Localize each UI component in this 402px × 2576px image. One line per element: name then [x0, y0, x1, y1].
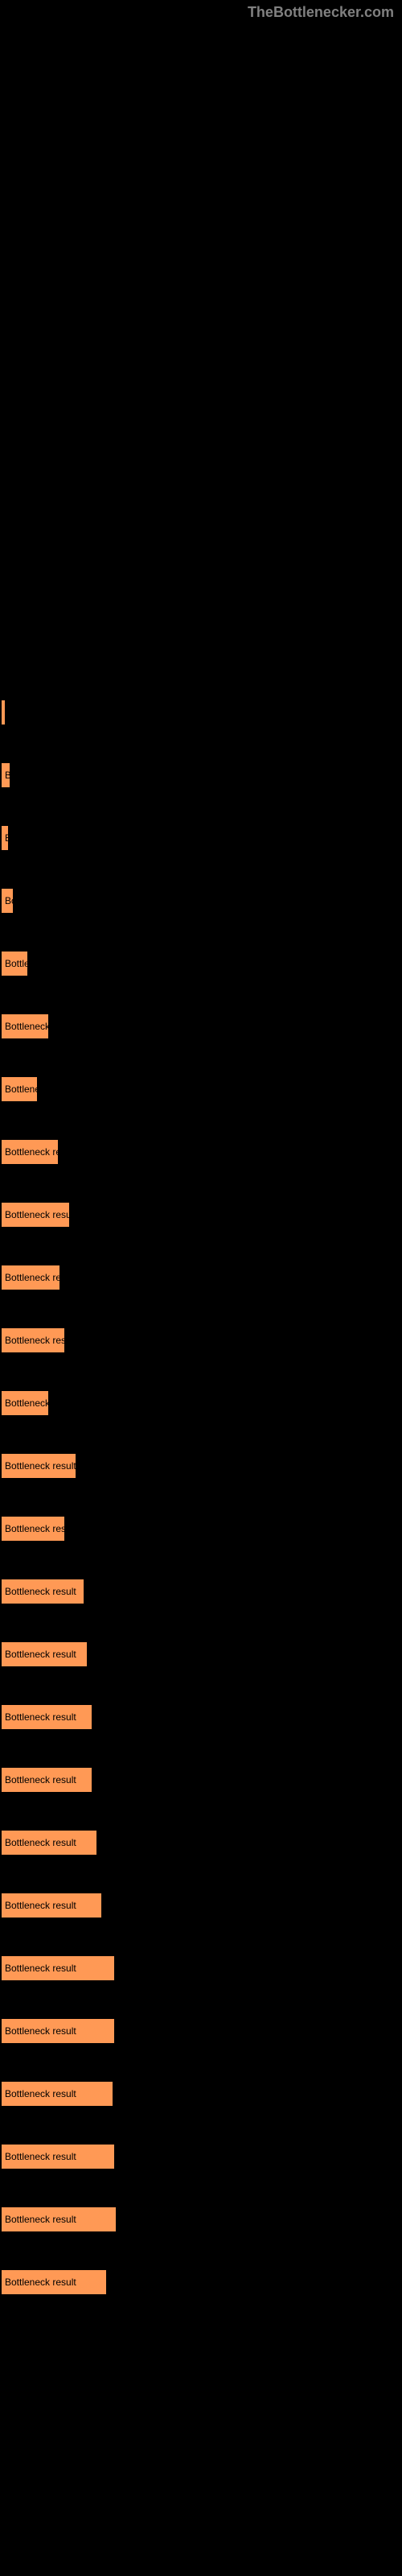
- bar-row: Bottlene: [2, 1077, 402, 1101]
- bar-row: Bottleneck result: [2, 1956, 402, 1980]
- bar: [2, 700, 5, 724]
- bar-row: Bottleneck re: [2, 1265, 402, 1290]
- bar: Bottleneck result: [2, 2145, 114, 2169]
- bar: Bottleneck result: [2, 2082, 113, 2106]
- bar-row: Bottleneck re: [2, 1140, 402, 1164]
- bar-chart: B B Bo Bottle Bottleneck Bottlene Bottleneck r…: [0, 700, 402, 2294]
- bar: Bottleneck: [2, 1014, 48, 1038]
- bar: Bottleneck res: [2, 1517, 64, 1541]
- bar: Bottleneck result: [2, 1579, 84, 1604]
- bar-row: B: [2, 763, 402, 787]
- bar: Bottleneck result: [2, 1705, 92, 1729]
- bar-row: B: [2, 826, 402, 850]
- bar-row: Bo: [2, 889, 402, 913]
- bar-row: Bottleneck result: [2, 1642, 402, 1666]
- bar: Bottleneck resu: [2, 1203, 69, 1227]
- bar-row: [2, 700, 402, 724]
- bar: Bottle: [2, 952, 27, 976]
- bar: Bottleneck result: [2, 1831, 96, 1855]
- bar: B: [2, 763, 10, 787]
- bar: Bottleneck: [2, 1391, 48, 1415]
- bar-row: Bottleneck result: [2, 2207, 402, 2231]
- bar: Bottleneck result: [2, 1768, 92, 1792]
- bar-row: Bottleneck result: [2, 1705, 402, 1729]
- bar-row: Bottleneck result: [2, 2145, 402, 2169]
- bar-row: Bottleneck res: [2, 1517, 402, 1541]
- bar-row: Bottleneck res: [2, 1328, 402, 1352]
- bar-row: Bottleneck: [2, 1391, 402, 1415]
- bar-row: Bottleneck result: [2, 1831, 402, 1855]
- bar: Bottleneck result: [2, 1454, 76, 1478]
- bar: Bottleneck result: [2, 2019, 114, 2043]
- bar: Bottleneck result: [2, 1956, 114, 1980]
- bar-row: Bottleneck result: [2, 2270, 402, 2294]
- bar: Bottlene: [2, 1077, 37, 1101]
- bar-row: Bottleneck result: [2, 2019, 402, 2043]
- bar: Bottleneck result: [2, 2270, 106, 2294]
- bar-row: Bottleneck result: [2, 1454, 402, 1478]
- bar: Bottleneck re: [2, 1140, 58, 1164]
- watermark: TheBottlenecker.com: [248, 4, 394, 21]
- bar-row: Bottleneck: [2, 1014, 402, 1038]
- bar: Bottleneck result: [2, 1893, 101, 1918]
- header-spacer: [0, 0, 402, 700]
- bar: Bottleneck result: [2, 1642, 87, 1666]
- bar-row: Bottleneck result: [2, 1893, 402, 1918]
- bar: B: [2, 826, 8, 850]
- bar-row: Bottleneck resu: [2, 1203, 402, 1227]
- bar-row: Bottleneck result: [2, 1768, 402, 1792]
- bar: Bottleneck re: [2, 1265, 59, 1290]
- bar-row: Bottle: [2, 952, 402, 976]
- bar: Bottleneck result: [2, 2207, 116, 2231]
- bar: Bo: [2, 889, 13, 913]
- bar-row: Bottleneck result: [2, 1579, 402, 1604]
- bar-row: Bottleneck result: [2, 2082, 402, 2106]
- bar: Bottleneck res: [2, 1328, 64, 1352]
